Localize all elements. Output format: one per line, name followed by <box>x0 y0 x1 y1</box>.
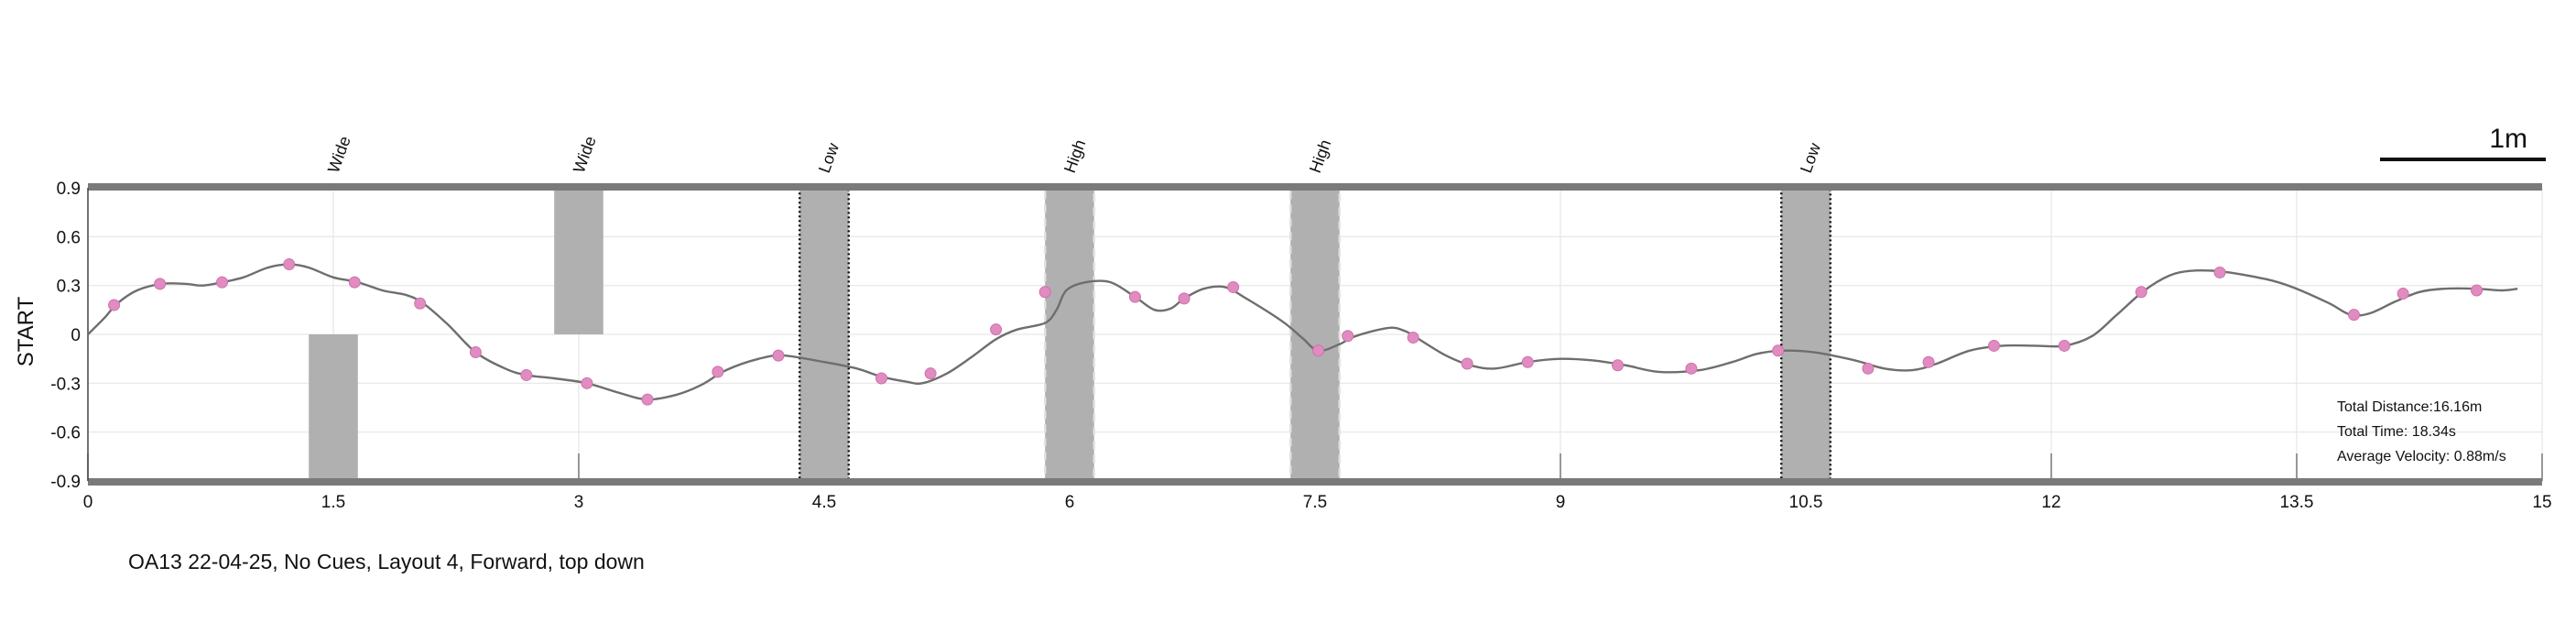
step-marker <box>520 368 533 381</box>
step-marker <box>2058 339 2071 352</box>
step-marker <box>283 258 296 271</box>
y-tick-label: -0.9 <box>50 473 81 492</box>
x-axis-ticks: 0 1.5 3 4.5 6 7.5 9 10.5 12 13.5 15 <box>83 493 2552 512</box>
step-marker <box>1772 344 1785 357</box>
obstacle-label: Low <box>815 140 842 176</box>
x-tick-label: 1.5 <box>321 493 345 512</box>
x-tick-label: 0 <box>83 493 93 512</box>
step-marker <box>2213 266 2226 278</box>
x-tick-label: 7.5 <box>1303 493 1327 512</box>
step-marker <box>469 346 482 359</box>
obstacle-label: Wide <box>570 134 600 175</box>
step-marker <box>108 299 121 311</box>
step-marker <box>641 393 654 406</box>
y-tick-label: -0.6 <box>50 424 81 443</box>
step-marker <box>1342 330 1354 343</box>
total-distance: Total Distance:16.16m <box>2337 399 2482 415</box>
x-tick-label: 12 <box>2041 493 2060 512</box>
obstacle-wide <box>554 188 603 334</box>
y-tick-label: 0.3 <box>57 278 81 297</box>
frame-bottom-bar <box>88 478 2542 486</box>
step-marker <box>1461 357 1473 370</box>
step-marker <box>924 367 937 380</box>
y-axis-label: START <box>14 296 38 366</box>
y-axis-ticks: 0.9 0.6 0.3 0 -0.3 -0.6 -0.9 <box>50 180 81 492</box>
y-tick-label: 0 <box>71 326 81 345</box>
obstacle-label: High <box>1306 137 1334 176</box>
step-marker <box>990 323 1003 336</box>
x-tick-label: 13.5 <box>2280 493 2314 512</box>
step-marker <box>154 278 167 290</box>
scale-bar-label: 1m <box>2489 124 2527 154</box>
step-marker <box>1987 339 2000 352</box>
x-tick-label: 6 <box>1065 493 1075 512</box>
step-marker <box>1178 292 1190 305</box>
x-tick-label: 10.5 <box>1789 493 1823 512</box>
step-marker <box>712 366 724 378</box>
x-tick-label: 4.5 <box>812 493 836 512</box>
step-marker <box>1227 280 1240 293</box>
y-tick-label: 0.6 <box>57 228 81 247</box>
step-markers <box>108 258 2484 406</box>
obstacle-low <box>1779 186 1832 483</box>
obstacle-wide <box>309 334 358 481</box>
step-marker <box>1038 286 1051 299</box>
x-tick-label: 9 <box>1556 493 1566 512</box>
step-marker <box>1128 290 1141 303</box>
y-tick-label: 0.9 <box>57 180 81 199</box>
chart-caption: OA13 22-04-25, No Cues, Layout 4, Forwar… <box>128 550 645 573</box>
average-velocity: Average Velocity: 0.88m/s <box>2337 449 2506 464</box>
step-marker <box>1312 344 1325 357</box>
step-marker <box>2471 284 2484 297</box>
step-marker <box>875 372 888 385</box>
step-marker <box>1521 355 1534 368</box>
step-marker <box>2397 288 2409 300</box>
step-marker <box>581 377 593 389</box>
obstacle-labels: Wide Wide Low High High Low <box>324 134 1824 175</box>
x-tick-label: 15 <box>2532 493 2551 512</box>
x-tick-label: 3 <box>574 493 584 512</box>
frame-top-bar <box>88 183 2542 191</box>
obstacle-label: Wide <box>324 134 354 175</box>
step-marker <box>414 297 427 310</box>
obstacle-low <box>798 186 851 483</box>
step-marker <box>772 349 785 362</box>
step-marker <box>1862 362 1875 375</box>
obstacles <box>309 186 1832 483</box>
step-marker <box>1685 362 1698 375</box>
step-marker <box>216 276 229 289</box>
scale-bar: 1m <box>2380 124 2546 161</box>
obstacle-label: High <box>1060 137 1089 176</box>
step-marker <box>2348 309 2361 322</box>
step-marker <box>2135 286 2147 299</box>
obstacle-label: Low <box>1797 140 1824 176</box>
total-time: Total Time: 18.34s <box>2337 424 2456 440</box>
y-tick-label: -0.3 <box>50 375 81 394</box>
step-marker <box>1407 332 1419 344</box>
step-marker <box>1922 355 1935 368</box>
step-marker <box>348 276 361 289</box>
obstacle-high <box>1043 186 1096 483</box>
stats-box: Total Distance:16.16m Total Time: 18.34s… <box>2337 399 2506 464</box>
step-marker <box>1612 359 1625 372</box>
